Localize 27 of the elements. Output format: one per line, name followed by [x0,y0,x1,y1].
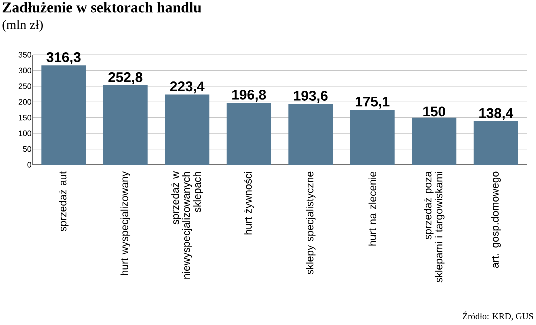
x-tick-label: art. gosp.domowego [491,172,502,268]
data-label: 193,6 [294,91,328,103]
data-label: 175,1 [356,97,390,109]
bar [42,66,86,165]
bar [165,94,210,165]
bar [288,104,334,165]
x-tick-label: sprzedaż poza sklepami i targowiskami [424,171,445,283]
data-label: 196,8 [232,90,266,102]
bar [350,110,395,165]
data-label: 150 [424,106,446,117]
bar [226,103,272,165]
bar [103,86,148,165]
x-tick-label: sprzedaż w niewyspecjalizowanych sklepach [172,171,204,279]
data-label: 223,4 [170,82,205,94]
x-tick-label: sklepy specjalistyczne [306,172,316,275]
data-label: 316,3 [46,52,81,64]
bar [474,122,518,165]
x-tick-label: hurt na zlecenie [368,172,376,246]
bar [412,118,457,165]
x-tick-label: hurt żywności [244,172,254,235]
text: Źródło: KRD, GUS [462,312,534,321]
data-label: 252,8 [108,72,143,84]
x-tick-label: hurt wyspecjalizowany [120,171,131,276]
chart-subtitle: (mln zł) [2,20,44,32]
data-label: 138,4 [480,108,514,120]
chart-title: Zadłużenie w sektorach handlu [2,2,202,13]
x-tick-label: sprzedaż aut [59,172,69,232]
